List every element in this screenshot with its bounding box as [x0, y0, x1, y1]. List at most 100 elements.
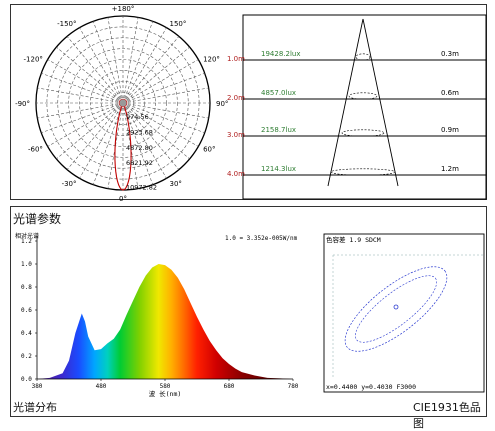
cone-distance-label: 4.0m: [227, 170, 245, 178]
illuminance-cone-diagram: 1.0m 19428.2lux 0.3m 2.0m 4857.0lux 0.6m 3.0m 2…: [227, 14, 487, 200]
spectrum-footer-label: 光谱分布: [13, 401, 57, 414]
cone-edge-left: [327, 18, 364, 187]
cie-frame: [323, 233, 485, 393]
polar-angle-label: 30°: [170, 180, 182, 188]
polar-spoke: [122, 59, 199, 104]
polar-spoke: [122, 46, 190, 104]
polar-angle-label: 90°: [216, 100, 228, 108]
polar-spoke: [122, 102, 167, 179]
spectrum-section-title: 光谱参数: [13, 212, 62, 226]
polar-spoke: [122, 102, 190, 160]
polar-spoke: [122, 102, 154, 185]
spectrum-x-tick-label: 580: [160, 383, 171, 390]
polar-intensity-diagram: +180° 150° 120° 90° 60° 30° 0° -30° -60° -90° -120…: [15, 5, 228, 203]
polar-spoke: [79, 27, 124, 104]
cone-distance-label: 1.0m: [227, 55, 245, 63]
cie-chromaticity-diagram: 色容差 1.9 SDCM x=0.4400 y=0.4030 F3000: [323, 233, 485, 393]
polar-spoke: [122, 102, 205, 134]
spectrum-y-tick-label: 0.4: [21, 330, 32, 337]
cone-lux-label: 1214.3lux: [261, 165, 296, 173]
polar-angle-label: 0°: [119, 195, 127, 203]
polar-spoke: [92, 102, 124, 185]
spectrum-panel: 光谱参数 相对光谱 1.0 = 3.352e-005W/nm 1.2 1.0 0.8 0.…: [10, 206, 487, 430]
polar-spoke: [122, 87, 209, 104]
cone-spot-ellipse: [341, 129, 385, 137]
polar-spoke: [122, 27, 167, 104]
polar-spoke: [92, 21, 124, 104]
cie-coordinate-readout: x=0.4400 y=0.4030 F3000: [326, 383, 416, 391]
spectrum-y-tick-label: 1.0: [21, 261, 32, 268]
cone-frame: [242, 14, 487, 200]
cone-edge-right: [362, 18, 399, 187]
cone-spot-ellipse: [355, 53, 371, 61]
spectrum-y-tick-label: 0.8: [21, 284, 32, 291]
polar-angle-label: -120°: [24, 56, 43, 64]
polar-spoke: [66, 102, 124, 170]
polar-spoke: [37, 102, 124, 119]
cie-tolerance-ellipse-inner: [355, 275, 437, 343]
polar-radial-value: 4872.80: [126, 144, 153, 152]
spectrum-peak-reference: 1.0 = 3.352e-005W/nm: [225, 235, 298, 242]
polar-spoke: [56, 102, 124, 160]
polar-spoke: [122, 102, 209, 119]
spectrum-y-axis-title: 相对光谱: [15, 232, 39, 240]
cone-diameter-label: 1.2m: [441, 165, 459, 173]
polar-spoke: [122, 21, 154, 104]
polar-ring: [79, 59, 167, 147]
spectrum-y-tick-label: 0.0: [21, 376, 32, 383]
polar-spoke: [37, 87, 124, 104]
polar-angle-label: +180°: [112, 5, 135, 13]
polar-spoke: [79, 102, 124, 179]
polar-radial-value: 974.56: [126, 113, 149, 121]
polar-spoke: [122, 102, 139, 189]
cone-lux-label: 2158.7lux: [261, 126, 296, 134]
polar-spoke: [122, 72, 205, 104]
spectrum-y-tick-label: 0.6: [21, 307, 32, 314]
polar-spoke: [122, 102, 180, 170]
polar-spoke: [47, 102, 124, 147]
cone-diameter-label: 0.9m: [441, 126, 459, 134]
cone-spot-ellipse: [348, 92, 378, 100]
spectrum-area: [37, 264, 293, 379]
cone-lux-label: 4857.0lux: [261, 89, 296, 97]
cone-diameter-label: 0.3m: [441, 50, 459, 58]
polar-spoke: [122, 36, 180, 104]
polar-spoke: [66, 36, 124, 104]
polar-spoke: [56, 46, 124, 104]
polar-ring: [68, 48, 178, 158]
polar-spoke: [107, 17, 124, 104]
spectrum-x-tick-label: 480: [96, 383, 107, 390]
cie-title: 色容差 1.9 SDCM: [326, 235, 381, 244]
polar-angle-label: 60°: [203, 146, 215, 154]
polar-radial-value: 2923.68: [126, 129, 153, 137]
cie-footer-label: CIE1931色品图: [413, 401, 481, 430]
spectrum-x-tick-label: 680: [224, 383, 235, 390]
polar-spoke: [41, 102, 124, 134]
cie-tolerance-ellipse-outer: [344, 266, 448, 352]
polar-angle-label: 120°: [203, 56, 220, 64]
polar-angle-label: -30°: [62, 180, 77, 188]
polar-radial-value: 6821.92: [126, 159, 153, 167]
polar-angle-label: 150°: [170, 20, 187, 28]
polar-center-marker: [118, 98, 128, 108]
spectrum-y-tick-label: 0.2: [21, 353, 32, 360]
polar-spoke: [122, 17, 139, 104]
cone-diameter-label: 0.6m: [441, 89, 459, 97]
polar-radial-value: 10972.82: [126, 183, 157, 191]
polar-angle-label: -60°: [28, 146, 43, 154]
cone-distance-label: 3.0m: [227, 131, 245, 139]
polar-spoke: [41, 72, 124, 104]
cone-spot-ellipse: [330, 168, 396, 176]
cie-measured-point: [393, 304, 399, 310]
photometric-panel: +180° 150° 120° 90° 60° 30° 0° -30° -60° -90° -120…: [10, 4, 487, 203]
cone-lux-label: 19428.2lux: [261, 50, 300, 58]
cone-distance-label: 2.0m: [227, 94, 245, 102]
polar-angle-label: -90°: [15, 100, 30, 108]
polar-spoke: [107, 102, 124, 189]
spectrum-x-tick-label: 380: [32, 383, 43, 390]
spectrum-x-axis-label: 波 长(nm): [149, 389, 182, 398]
spectrum-chart: 相对光谱 1.0 = 3.352e-005W/nm 1.2 1.0 0.8 0.6 0.4 0…: [15, 232, 299, 398]
polar-spoke: [122, 102, 199, 147]
spectrum-y-tick-label: 1.2: [21, 238, 32, 245]
polar-spoke: [47, 59, 124, 104]
